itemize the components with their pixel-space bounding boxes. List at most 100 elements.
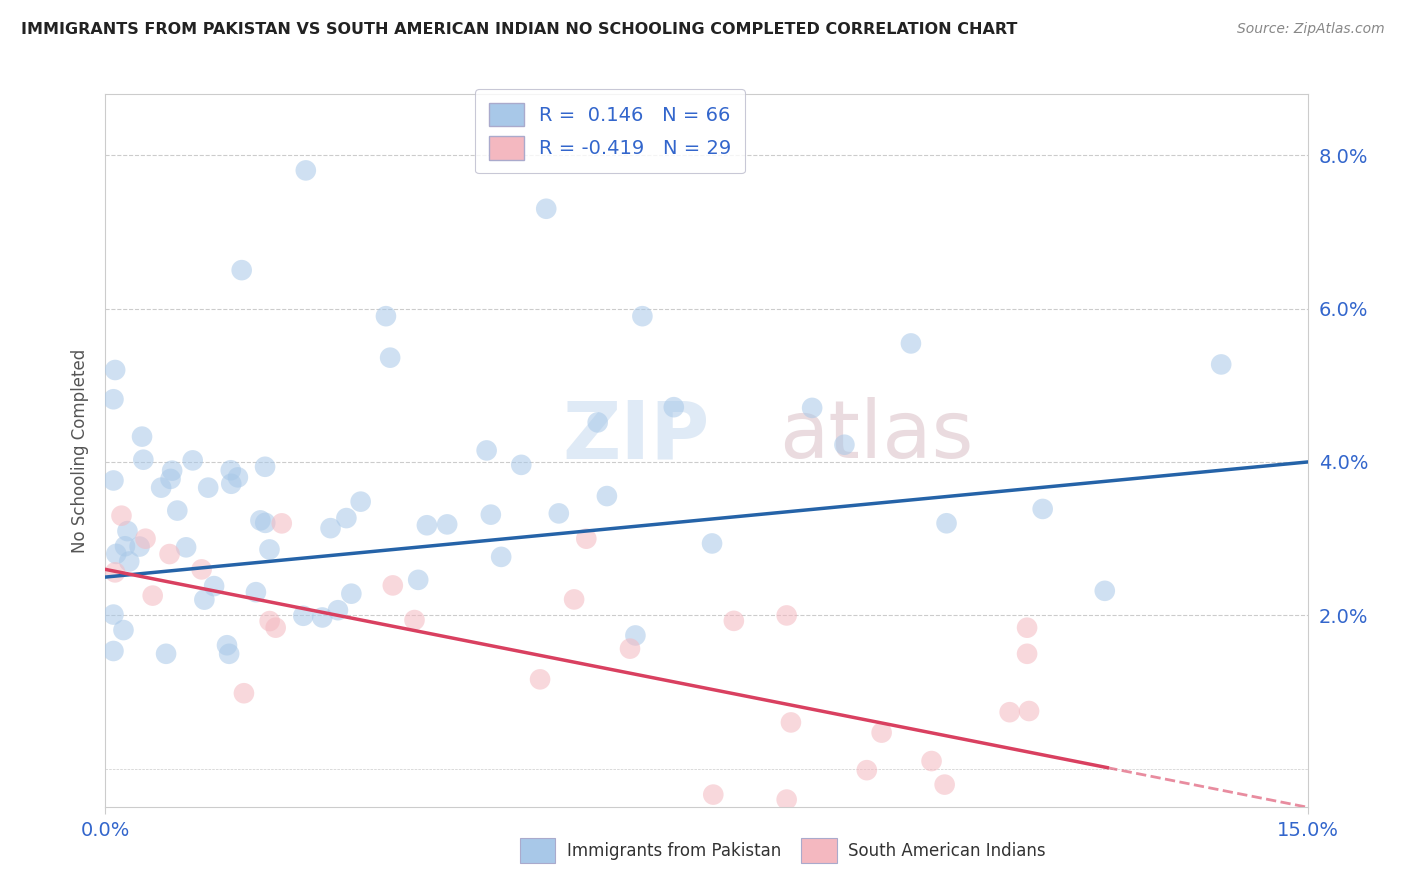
Point xyxy=(1017,621,1039,635)
Point xyxy=(103,644,125,658)
Point xyxy=(103,474,125,488)
Point xyxy=(575,532,598,546)
Point xyxy=(128,540,150,554)
Point xyxy=(801,401,824,415)
Bar xyxy=(801,838,837,863)
Point xyxy=(132,452,155,467)
Point xyxy=(218,647,240,661)
Point xyxy=(776,792,799,806)
Point xyxy=(181,453,204,467)
Point xyxy=(340,587,363,601)
Point xyxy=(174,541,197,555)
Point xyxy=(245,585,267,599)
Y-axis label: No Schooling Completed: No Schooling Completed xyxy=(72,349,90,552)
Point xyxy=(662,400,685,414)
Point xyxy=(231,263,253,277)
Point xyxy=(998,705,1021,719)
Point xyxy=(112,623,135,637)
Point xyxy=(226,470,249,484)
Point xyxy=(219,476,242,491)
Point xyxy=(624,628,647,642)
Point xyxy=(921,754,943,768)
Point xyxy=(103,392,125,407)
Point xyxy=(475,443,498,458)
Point xyxy=(264,621,287,635)
Point xyxy=(159,547,181,561)
Point xyxy=(547,507,569,521)
Point xyxy=(381,578,404,592)
Text: IMMIGRANTS FROM PAKISTAN VS SOUTH AMERICAN INDIAN NO SCHOOLING COMPLETED CORRELA: IMMIGRANTS FROM PAKISTAN VS SOUTH AMERIC… xyxy=(21,22,1018,37)
Point xyxy=(900,336,922,351)
Text: South American Indians: South American Indians xyxy=(848,842,1046,860)
Point xyxy=(855,763,877,777)
Point xyxy=(780,715,803,730)
Point xyxy=(249,513,271,527)
Point xyxy=(350,494,373,508)
Point xyxy=(295,163,318,178)
Point xyxy=(1018,704,1040,718)
Point xyxy=(104,566,127,580)
Point xyxy=(596,489,619,503)
Point xyxy=(104,363,127,377)
Point xyxy=(110,508,132,523)
Point xyxy=(232,686,254,700)
Point xyxy=(1017,647,1039,661)
Point xyxy=(1211,358,1233,372)
Point xyxy=(259,542,281,557)
Point xyxy=(117,524,139,538)
Bar xyxy=(520,838,555,863)
Point xyxy=(215,638,238,652)
Text: ZIP: ZIP xyxy=(562,397,710,475)
Point xyxy=(160,464,183,478)
Point xyxy=(1032,502,1054,516)
Point xyxy=(723,614,745,628)
Point xyxy=(416,518,439,533)
Point xyxy=(935,516,957,531)
Point xyxy=(131,429,153,443)
Point xyxy=(335,511,357,525)
Point xyxy=(103,607,125,622)
Point xyxy=(270,516,292,531)
Point xyxy=(631,309,654,323)
Point xyxy=(619,641,641,656)
Point xyxy=(190,562,212,576)
Point xyxy=(150,481,173,495)
Point xyxy=(319,521,342,535)
Point xyxy=(254,459,277,474)
Point xyxy=(562,592,585,607)
Point xyxy=(166,503,188,517)
Point xyxy=(311,610,333,624)
Point xyxy=(159,472,181,486)
Point xyxy=(193,592,215,607)
Point xyxy=(534,202,557,216)
Text: Source: ZipAtlas.com: Source: ZipAtlas.com xyxy=(1237,22,1385,37)
Point xyxy=(155,647,177,661)
Point xyxy=(118,554,141,568)
Point xyxy=(436,517,458,532)
Point xyxy=(114,539,136,553)
Point xyxy=(776,608,799,623)
Point xyxy=(489,549,512,564)
Point xyxy=(529,673,551,687)
Point xyxy=(374,309,398,323)
Point xyxy=(219,463,242,477)
Point xyxy=(934,778,956,792)
Text: atlas: atlas xyxy=(779,397,973,475)
Point xyxy=(202,579,225,593)
Point xyxy=(834,438,856,452)
Point xyxy=(326,603,349,617)
Point xyxy=(142,589,165,603)
Legend: R =  0.146   N = 66, R = -0.419   N = 29: R = 0.146 N = 66, R = -0.419 N = 29 xyxy=(475,89,745,174)
Point xyxy=(259,614,281,628)
Point xyxy=(254,516,277,530)
Text: Immigrants from Pakistan: Immigrants from Pakistan xyxy=(567,842,780,860)
Point xyxy=(586,416,609,430)
Point xyxy=(406,573,429,587)
Point xyxy=(197,481,219,495)
Point xyxy=(510,458,533,472)
Point xyxy=(378,351,401,365)
Point xyxy=(702,788,724,802)
Point xyxy=(135,532,157,546)
Point xyxy=(479,508,502,522)
Point xyxy=(105,547,128,561)
